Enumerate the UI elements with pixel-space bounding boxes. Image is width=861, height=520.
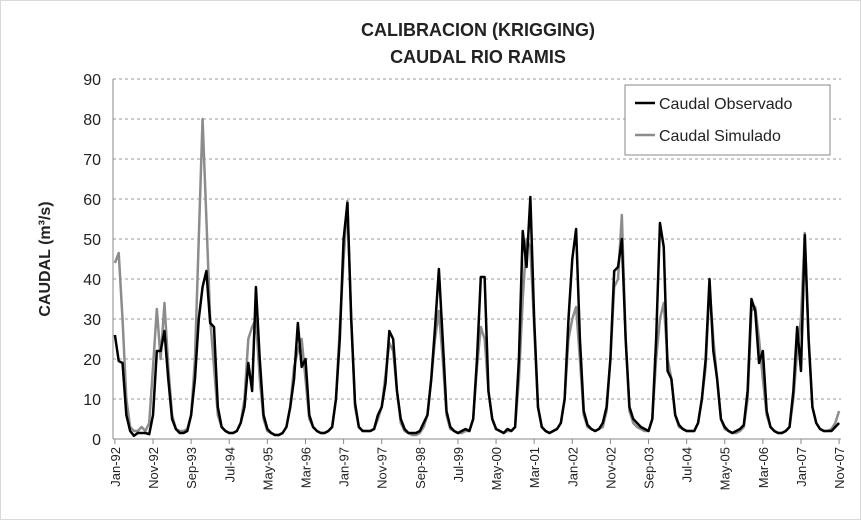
y-tick-label: 30 — [83, 312, 101, 329]
x-tick-label: Jul-94 — [222, 447, 237, 482]
x-tick-label: Sep-98 — [413, 447, 428, 489]
x-tick-label: Nov-97 — [375, 447, 390, 489]
x-tick-label: Jan-92 — [108, 447, 123, 487]
y-tick-label: 10 — [83, 392, 101, 409]
x-tick-label: Mar-96 — [298, 447, 313, 488]
legend-box — [624, 84, 831, 156]
x-tick-label: Nov-92 — [146, 447, 161, 489]
x-tick-label: Mar-01 — [527, 447, 542, 488]
legend-label: Caudal Observado — [659, 96, 793, 113]
y-tick-label: 90 — [83, 72, 101, 89]
x-tick-label: Jul-99 — [451, 447, 466, 482]
x-tick-label: Nov-07 — [832, 447, 847, 489]
x-tick-label: Sep-03 — [642, 447, 657, 489]
chart-title: CALIBRACION (KRIGGING) — [361, 20, 595, 40]
y-tick-label: 0 — [92, 432, 101, 449]
chart-subtitle: CAUDAL RIO RAMIS — [390, 47, 566, 67]
y-axis-label: CAUDAL (m³/s) — [37, 201, 54, 316]
series-line — [113, 195, 840, 438]
x-tick-label: Mar-06 — [756, 447, 771, 488]
x-tick-label: May-05 — [718, 447, 733, 490]
x-tick-label: Jul-04 — [680, 447, 695, 482]
x-tick-label: May-00 — [489, 447, 504, 490]
x-tick-label: Sep-93 — [184, 447, 199, 489]
x-tick-label: Jan-07 — [794, 447, 809, 487]
x-tick-label: Jan-97 — [337, 447, 352, 487]
y-tick-label: 80 — [83, 112, 101, 129]
x-tick-label: May-95 — [260, 447, 275, 490]
x-tick-label: Jan-02 — [565, 447, 580, 487]
y-tick-label: 50 — [83, 232, 101, 249]
y-tick-label: 70 — [83, 152, 101, 169]
legend-label: Caudal Simulado — [659, 128, 781, 145]
y-tick-label: 60 — [83, 192, 101, 209]
x-tick-label: Nov-02 — [603, 447, 618, 489]
y-tick-label: 40 — [83, 272, 101, 289]
y-tick-label: 20 — [83, 352, 101, 369]
